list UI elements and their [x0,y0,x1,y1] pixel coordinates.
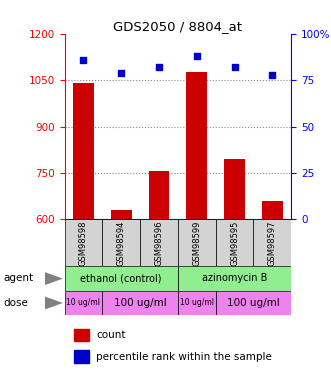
Bar [111,210,132,219]
Bar [140,219,178,266]
Text: azinomycin B: azinomycin B [202,273,267,284]
Bar [65,219,102,266]
Polygon shape [45,297,63,309]
Text: GSM98598: GSM98598 [79,220,88,266]
Text: dose: dose [3,298,28,307]
Text: GSM98596: GSM98596 [155,220,164,266]
Bar [216,291,291,315]
Text: agent: agent [3,273,33,283]
Point [232,64,237,70]
Text: count: count [96,330,126,340]
Bar [262,201,283,219]
Point [118,70,124,76]
Text: 100 ug/ml: 100 ug/ml [114,298,166,308]
Bar [73,329,89,341]
Title: GDS2050 / 8804_at: GDS2050 / 8804_at [114,20,242,33]
Bar [73,350,89,363]
Text: percentile rank within the sample: percentile rank within the sample [96,352,272,362]
Bar [178,291,216,315]
Bar [65,291,102,315]
Bar [254,219,291,266]
Point [81,57,86,63]
Bar [102,291,178,315]
Polygon shape [45,272,63,285]
Text: 10 ug/ml: 10 ug/ml [67,298,100,307]
Point [194,53,200,59]
Bar [73,83,94,219]
Text: 10 ug/ml: 10 ug/ml [180,298,214,307]
Text: GSM98597: GSM98597 [268,220,277,266]
Bar [216,219,254,266]
Bar [178,219,216,266]
Text: ethanol (control): ethanol (control) [80,273,162,284]
Bar [178,266,291,291]
Text: GSM98594: GSM98594 [117,220,126,266]
Bar [149,171,169,219]
Text: 100 ug/ml: 100 ug/ml [227,298,280,308]
Bar [102,219,140,266]
Text: GSM98595: GSM98595 [230,220,239,266]
Bar [224,159,245,219]
Text: GSM98599: GSM98599 [192,220,201,266]
Bar [186,72,207,219]
Point [270,72,275,78]
Point [156,64,162,70]
Bar [65,266,178,291]
